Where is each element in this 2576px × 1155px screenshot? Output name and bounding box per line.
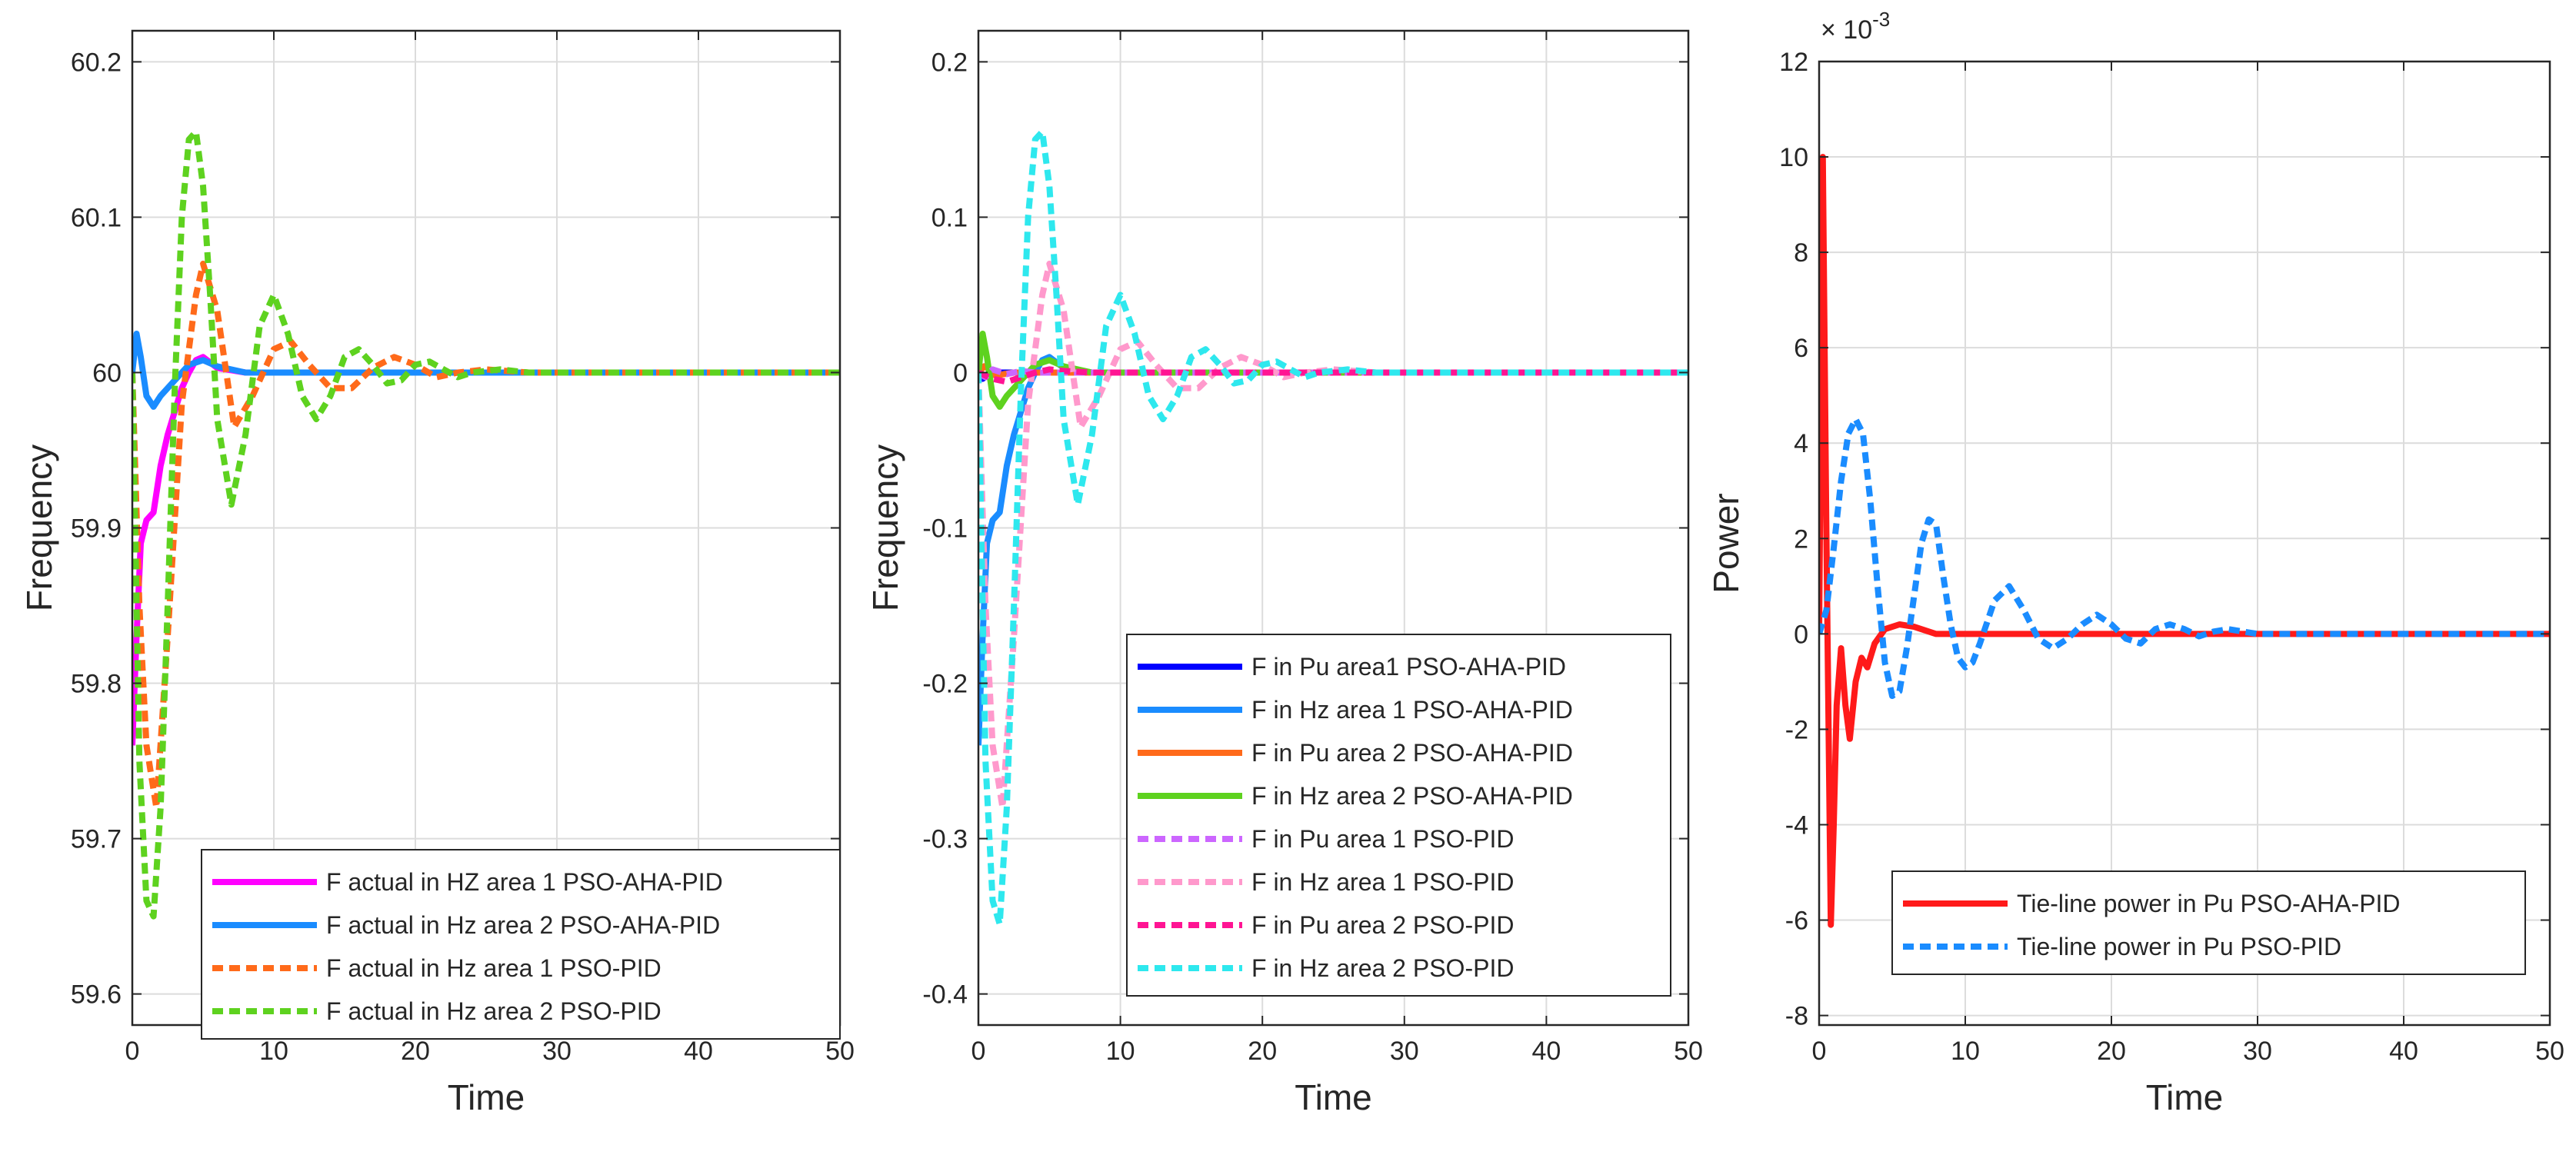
legend-label-5: F in Pu area 1 PSO-PID (1251, 825, 1514, 853)
x-tick-label: 10 (1951, 1037, 1980, 1066)
y-tick-label: 59.9 (71, 514, 122, 544)
x-tick-label: 30 (1390, 1037, 1419, 1066)
y-tick-label: 6 (1794, 334, 1808, 363)
series-line-8 (978, 128, 1688, 927)
legend-label-4: F in Hz area 2 PSO-AHA-PID (1251, 782, 1573, 810)
y-axis-label: Frequency (865, 444, 905, 611)
x-tick-label: 0 (125, 1037, 140, 1066)
y-tick-label: -8 (1785, 1002, 1808, 1031)
y-axis-label: Power (1706, 493, 1746, 593)
x-tick-label: 50 (825, 1037, 855, 1066)
x-tick-label: 0 (1812, 1037, 1827, 1066)
x-tick-label: 0 (971, 1037, 986, 1066)
series-group (132, 128, 840, 920)
y-tick-label: -0.4 (922, 980, 968, 1010)
y-tick-label: 4 (1794, 429, 1808, 458)
legend-label-4: F actual in Hz area 2 PSO-PID (326, 997, 661, 1025)
axes-frame (1818, 60, 2551, 1027)
y-exponent-label: × 10-3 (1821, 8, 1890, 45)
x-tick-label: 10 (1106, 1037, 1135, 1066)
series-line-4 (132, 128, 840, 920)
chart-panel-1: 0 10 20 30 40 50 59.6 59.7 59.8 59.9 60 60.1 60.2 Tim… (19, 29, 855, 1117)
x-tick-label: 40 (684, 1037, 713, 1066)
x-tick-label: 20 (1248, 1037, 1277, 1066)
legend: F in Pu area1 PSO-AHA-PID F in Hz area 1 … (1126, 634, 1671, 997)
y-tick-label: 8 (1794, 238, 1808, 268)
y-tick-label: 0 (1794, 620, 1808, 649)
y-tick-label: 10 (1779, 143, 1808, 172)
x-tick-label: 40 (2389, 1037, 2418, 1066)
series-group (1819, 154, 2550, 928)
y-tick-label: 60.2 (71, 48, 122, 77)
y-axis-label: Frequency (19, 444, 59, 611)
y-tick-label: 12 (1779, 48, 1808, 77)
y-tick-label: 0.2 (931, 48, 968, 77)
x-axis-label: Time (448, 1077, 525, 1117)
y-tick-label: 0.1 (931, 203, 968, 232)
y-tick-label: -0.2 (922, 670, 968, 699)
y-tick-label: 59.7 (71, 825, 122, 854)
legend-label-6: F in Hz area 1 PSO-PID (1251, 868, 1514, 896)
y-tick-label: -0.3 (922, 825, 968, 854)
x-axis-label: Time (1295, 1077, 1372, 1117)
legend: Tie-line power in Pu PSO-AHA-PID Tie-line… (1891, 870, 2526, 975)
y-tick-label: -0.1 (922, 514, 968, 544)
legend-box (1891, 870, 2526, 975)
y-tick-label: -2 (1785, 715, 1808, 744)
series-line-2 (1819, 416, 2550, 699)
x-tick-label: 20 (2097, 1037, 2126, 1066)
x-tick-label: 50 (1674, 1037, 1703, 1066)
legend-label-2: F in Hz area 1 PSO-AHA-PID (1251, 696, 1573, 724)
legend-label-1: Tie-line power in Pu PSO-AHA-PID (2017, 890, 2401, 917)
x-tick-label: 40 (1531, 1037, 1561, 1066)
x-tick-label: 30 (2243, 1037, 2272, 1066)
x-tick-label: 50 (2535, 1037, 2564, 1066)
legend-label-3: F actual in Hz area 1 PSO-PID (326, 954, 661, 982)
series-line-2 (132, 331, 840, 410)
y-tick-label: 0 (953, 358, 968, 388)
legend-label-1: F in Pu area1 PSO-AHA-PID (1251, 653, 1566, 681)
x-tick-label: 10 (259, 1037, 288, 1066)
legend-label-3: F in Pu area 2 PSO-AHA-PID (1251, 739, 1573, 767)
x-axis-label: Time (2146, 1077, 2224, 1117)
y-tick-label: -4 (1785, 810, 1808, 840)
legend-box (1126, 634, 1671, 997)
x-tick-label: 20 (401, 1037, 430, 1066)
legend-label-7: F in Pu area 2 PSO-PID (1251, 911, 1514, 939)
series-line-7 (978, 366, 1688, 385)
y-tick-label: 59.8 (71, 670, 122, 699)
y-tick-label: 2 (1794, 524, 1808, 554)
legend-label-2: F actual in Hz area 2 PSO-AHA-PID (326, 911, 720, 939)
y-tick-label: -6 (1785, 907, 1808, 936)
legend-label-8: F in Hz area 2 PSO-PID (1251, 954, 1514, 982)
x-tick-label: 30 (542, 1037, 572, 1066)
series-group (978, 128, 1688, 927)
series-line-1 (1819, 154, 2550, 928)
legend-label-2: Tie-line power in Pu PSO-PID (2017, 933, 2341, 960)
y-tick-label: 60.1 (71, 203, 122, 232)
y-tick-label: 59.6 (71, 980, 122, 1010)
legend-label-1: F actual in HZ area 1 PSO-AHA-PID (326, 868, 723, 896)
series-line-3 (132, 261, 840, 811)
chart-panel-2: 0 10 20 30 40 50 -0.4 -0.3 -0.2 -0.1 0 0.1 0.2 Time Fr… (865, 29, 1703, 1117)
chart-panel-3: 0 10 20 30 40 50 -8 -6 -4 -2 0 2 4 6 8 10 12 × 10-3 Time Po… (1706, 8, 2564, 1117)
legend: F actual in HZ area 1 PSO-AHA-PID F actua… (201, 849, 841, 1040)
y-tick-label: 60 (92, 358, 122, 388)
